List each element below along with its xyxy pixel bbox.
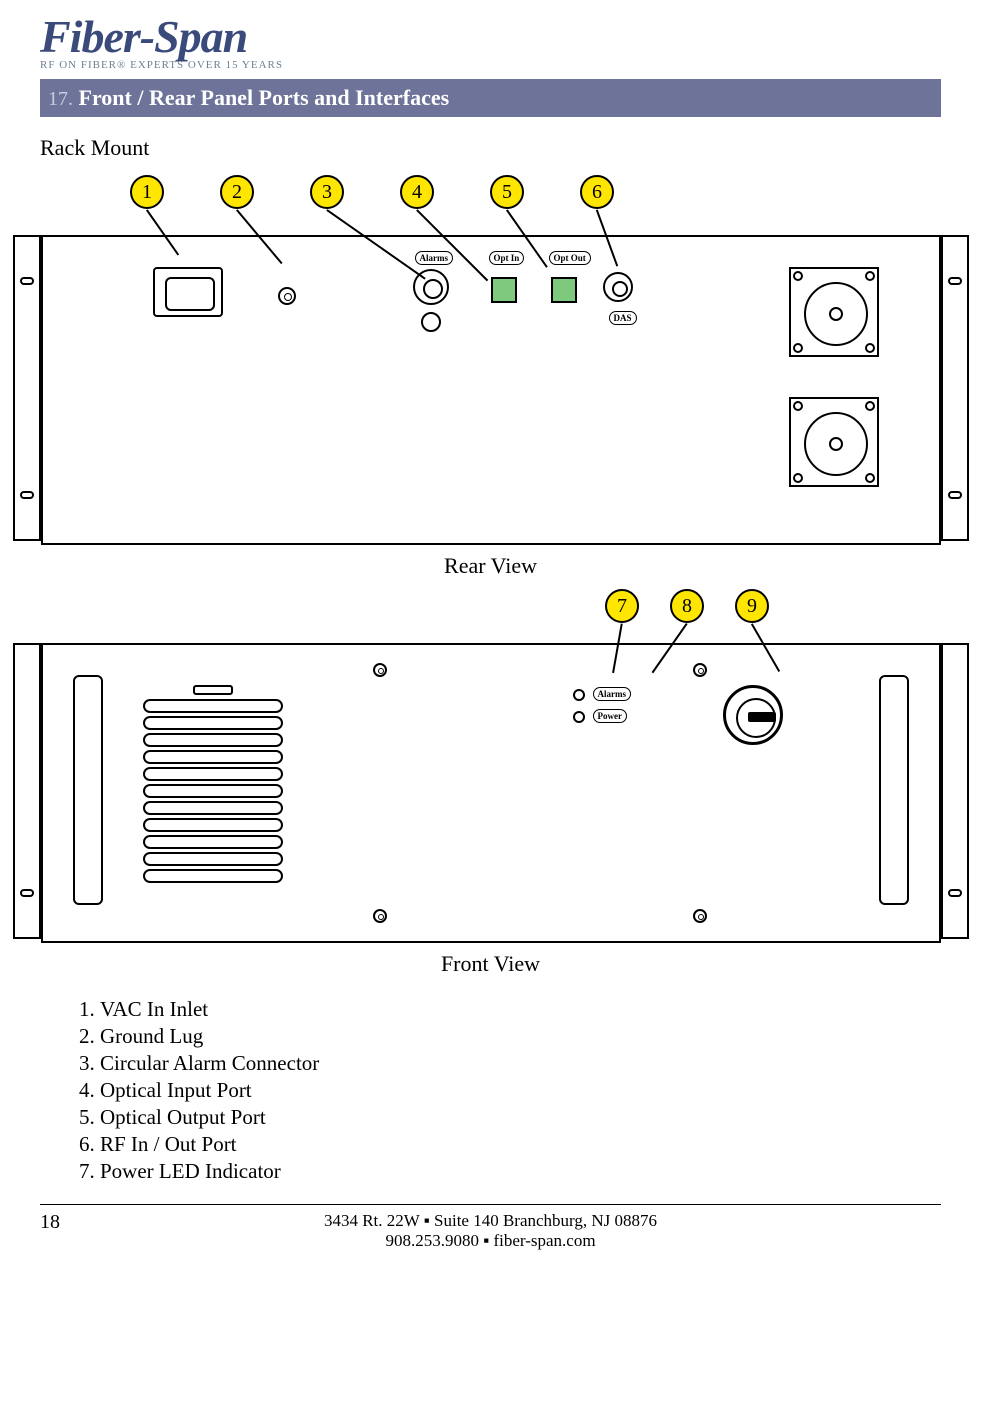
page: Fiber-Span RF ON FIBER® EXPERTS OVER 15 …	[0, 0, 981, 1271]
rear-panel: Alarms Opt In Opt Out DAS	[41, 235, 941, 545]
label-opt-in: Opt In	[489, 251, 525, 265]
callout-7: 7	[605, 589, 639, 623]
footer-address: 3434 Rt. 22W ▪ Suite 140 Branchburg, NJ …	[40, 1211, 941, 1231]
rear-caption: Rear View	[40, 553, 941, 579]
legend-item: Optical Output Port	[100, 1105, 941, 1130]
rear-ear-right	[941, 235, 969, 541]
label-das: DAS	[609, 311, 637, 325]
optical-in-port-icon	[491, 277, 517, 303]
label-opt-out: Opt Out	[549, 251, 591, 265]
fan-icon	[789, 397, 879, 487]
ear-slot	[20, 491, 34, 499]
label-front-power: Power	[593, 709, 628, 723]
ground-lug-icon	[278, 287, 296, 305]
fan-icon	[789, 267, 879, 357]
ear-slot	[20, 277, 34, 285]
breaker-knob-icon	[723, 685, 783, 745]
page-number: 18	[40, 1211, 60, 1234]
legend-list: VAC In Inlet Ground Lug Circular Alarm C…	[70, 997, 941, 1184]
subheading-rackmount: Rack Mount	[40, 135, 941, 161]
ac-inlet-icon	[153, 267, 223, 317]
ear-slot	[948, 277, 962, 285]
callout-2: 2	[220, 175, 254, 209]
screw-icon	[693, 909, 707, 923]
callout-6: 6	[580, 175, 614, 209]
front-ear-right	[941, 643, 969, 939]
front-caption: Front View	[40, 951, 941, 977]
callout-9: 9	[735, 589, 769, 623]
callout-8: 8	[670, 589, 704, 623]
front-callout-row: 7 8 9	[40, 589, 941, 633]
screw-icon	[693, 663, 707, 677]
screw-icon	[373, 909, 387, 923]
callout-1: 1	[130, 175, 164, 209]
section-number: 17.	[48, 88, 73, 110]
section-title: Front / Rear Panel Ports and Interfaces	[79, 85, 450, 110]
screw-icon	[373, 663, 387, 677]
ear-slot	[948, 491, 962, 499]
label-alarms: Alarms	[415, 251, 454, 265]
logo-tagline: RF ON FIBER® EXPERTS OVER 15 YEARS	[40, 59, 941, 71]
callout-3: 3	[310, 175, 344, 209]
legend-item: Circular Alarm Connector	[100, 1051, 941, 1076]
rear-ear-left	[13, 235, 41, 541]
optical-out-port-icon	[551, 277, 577, 303]
handle-right-icon	[879, 675, 909, 905]
legend-item: Optical Input Port	[100, 1078, 941, 1103]
callout-4: 4	[400, 175, 434, 209]
legend-item: Ground Lug	[100, 1024, 941, 1049]
handle-left-icon	[73, 675, 103, 905]
ear-slot	[948, 889, 962, 897]
page-footer: 18 3434 Rt. 22W ▪ Suite 140 Branchburg, …	[40, 1204, 941, 1251]
front-panel-wrap: Alarms Power	[40, 643, 941, 943]
front-panel: Alarms Power	[41, 643, 941, 943]
legend-item: VAC In Inlet	[100, 997, 941, 1022]
legend-item: Power LED Indicator	[100, 1159, 941, 1184]
logo-area: Fiber-Span RF ON FIBER® EXPERTS OVER 15 …	[40, 0, 941, 79]
power-led-icon	[573, 711, 585, 723]
legend-item: RF In / Out Port	[100, 1132, 941, 1157]
rear-callout-row: 1 2 3 4 5 6	[40, 175, 941, 225]
vent-grille-icon	[143, 685, 283, 895]
footer-contact: 908.253.9080 ▪ fiber-span.com	[40, 1231, 941, 1251]
das-port-icon	[603, 272, 633, 302]
label-front-alarms: Alarms	[593, 687, 632, 701]
rear-panel-wrap: Alarms Opt In Opt Out DAS	[40, 235, 941, 545]
front-ear-left	[13, 643, 41, 939]
alarm-led-icon	[573, 689, 585, 701]
logo-name: Fiber-Span	[40, 10, 941, 63]
ear-slot	[20, 889, 34, 897]
section-header: 17. Front / Rear Panel Ports and Interfa…	[40, 79, 941, 117]
callout-5: 5	[490, 175, 524, 209]
alarm-nut-icon	[421, 312, 441, 332]
